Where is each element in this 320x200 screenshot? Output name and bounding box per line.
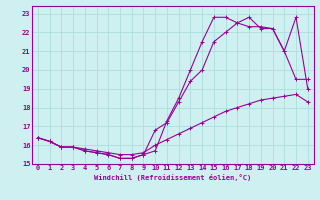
X-axis label: Windchill (Refroidissement éolien,°C): Windchill (Refroidissement éolien,°C) bbox=[94, 174, 252, 181]
